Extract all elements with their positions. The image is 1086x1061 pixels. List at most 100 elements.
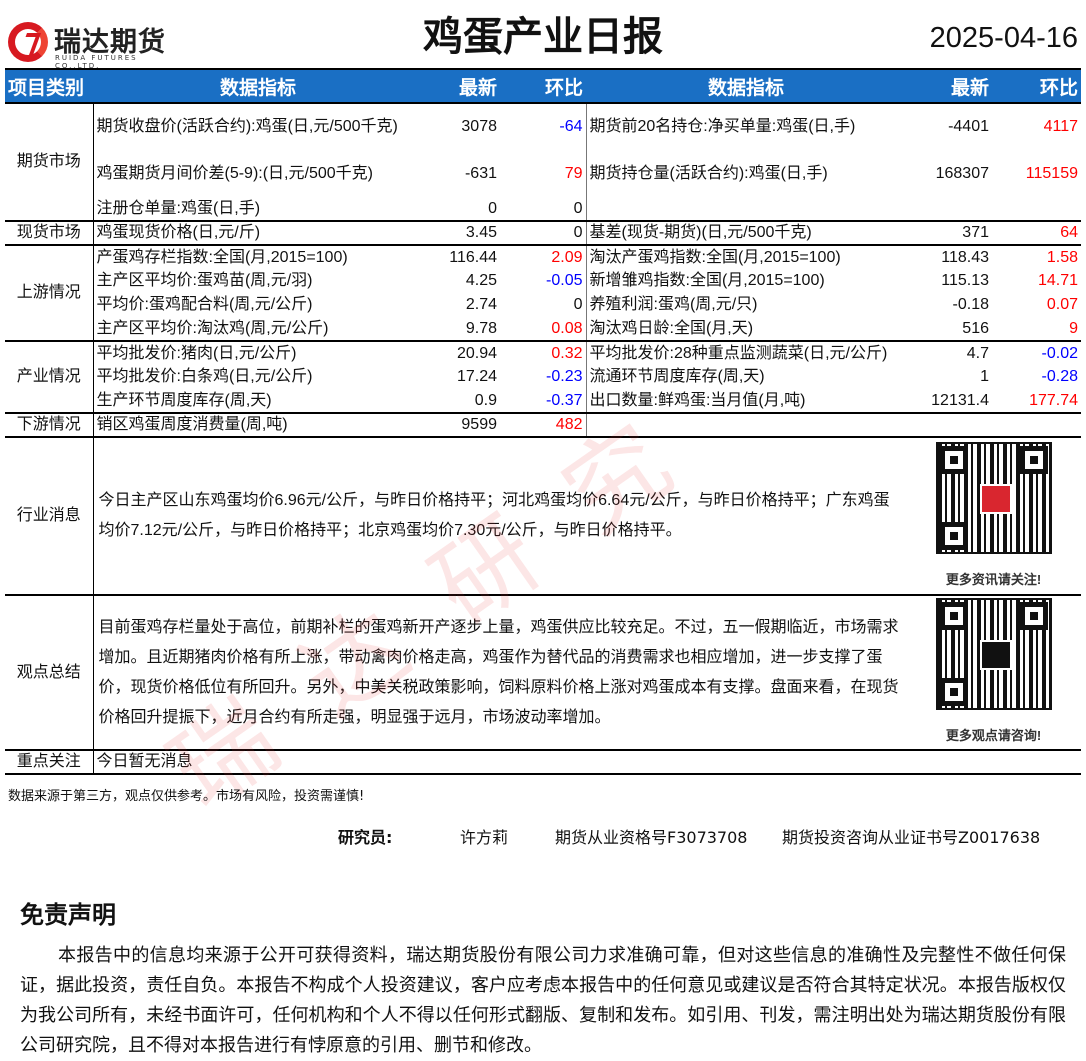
change-value: -0.05 — [500, 269, 587, 293]
indicator-name: 流通环节周度库存(周,天) — [589, 368, 765, 385]
focus-row: 重点关注 今日暂无消息 — [5, 749, 1081, 775]
qr-code-icon — [935, 441, 1052, 554]
news-row: 行业消息 今日主产区山东鸡蛋均价6.96元/公斤，与昨日价格持平；河北鸡蛋均价6… — [5, 436, 1081, 595]
logo-text: 瑞达期货 — [54, 27, 166, 58]
view-qr: 更多观点请咨询! — [906, 594, 1081, 750]
latest-value: 116.44 — [423, 244, 500, 269]
header-category: 项目类别 — [5, 68, 93, 103]
table-row: 生产环节周度库存(周,天) 0.9 -0.37 出口数量:鲜鸡蛋:当月值(月,吨) 12… — [5, 389, 1081, 413]
news-category: 行业消息 — [5, 436, 94, 595]
category-cell: 期货市场 — [5, 102, 94, 221]
category-cell: 下游情况 — [5, 412, 94, 437]
news-qr: 更多资讯请关注! — [906, 436, 1081, 595]
indicator-name: 淘汰鸡日龄:全国(月,天) — [589, 319, 754, 337]
change-value: 14.71 — [1037, 272, 1078, 289]
indicator-name — [586, 412, 906, 437]
category-cell: 上游情况 — [5, 244, 94, 341]
latest-value: 1 — [980, 368, 989, 385]
latest-value — [906, 197, 992, 221]
indicator-name: 注册仓单量:鸡蛋(日,手) — [96, 199, 261, 217]
header-latest-2: 最新 — [906, 68, 992, 103]
indicator-name: 主产区平均价:蛋鸡苗(周,元/羽) — [96, 272, 313, 289]
indicator-name: 期货前20名持仓:净买单量:鸡蛋(日,手) — [586, 102, 906, 150]
indicator-name: 平均批发价:猪肉(日,元/公斤) — [93, 340, 423, 365]
change-value: 0 — [500, 197, 587, 221]
logo-subtext: RUIDA FUTURES CO.,LTD. — [55, 54, 138, 70]
table-row: 期货市场 期货收盘价(活跃合约):鸡蛋(日,元/500千克) 3078 -64 期货前2… — [5, 102, 1081, 221]
latest-value: 3.45 — [423, 220, 500, 245]
change-value: 115159 — [1025, 164, 1078, 182]
indicator-name: 平均批发价:白条鸡(日,元/公斤) — [96, 368, 313, 385]
disclaimer-title: 免责声明 — [20, 901, 116, 929]
change-value: 177.74 — [1029, 391, 1078, 409]
indicator-name: 养殖利润:蛋鸡(周,元/只) — [589, 296, 758, 313]
latest-value: -4401 — [906, 102, 992, 150]
change-value: -0.23 — [500, 365, 587, 389]
table-row: 下游情况 销区鸡蛋周度消费量(周,吨) 9599 482 — [5, 412, 1081, 437]
license-futures: 期货从业资格号F3073708 — [555, 828, 748, 847]
header-indicator-2: 数据指标 — [586, 68, 906, 103]
indicator-name: 基差(现货-期货)(日,元/500千克) — [586, 220, 906, 245]
header-indicator: 数据指标 — [93, 68, 423, 103]
change-value: 4117 — [992, 102, 1081, 150]
latest-value: 0 — [488, 199, 497, 217]
report-date: 2025-04-16 — [929, 22, 1078, 54]
change-value: -0.02 — [992, 340, 1081, 365]
change-value: 482 — [500, 412, 587, 437]
change-value: 0 — [500, 220, 587, 245]
indicator-name: 出口数量:鲜鸡蛋:当月值(月,吨) — [589, 391, 806, 409]
table-row: 主产区平均价:蛋鸡苗(周,元/羽) 4.25 -0.05 新增雏鸡指数:全国(月,20… — [5, 269, 1081, 293]
qr-caption: 更多资讯请关注! — [945, 571, 1042, 587]
footer-note: 数据来源于第三方，观点仅供参考。市场有风险，投资需谨慎! — [8, 789, 365, 804]
latest-value: 4.7 — [906, 340, 992, 365]
indicator-name: 主产区平均价:淘汰鸡(周,元/公斤) — [96, 319, 329, 337]
latest-value: 9599 — [423, 412, 500, 437]
qr-caption: 更多观点请咨询! — [945, 728, 1042, 743]
focus-category: 重点关注 — [5, 749, 94, 775]
latest-value: 2.74 — [465, 296, 497, 313]
header-change-2: 环比 — [992, 68, 1081, 103]
change-value: 9 — [1069, 319, 1078, 337]
latest-value: 115.13 — [941, 272, 989, 289]
table-row: 现货市场 鸡蛋现货价格(日,元/斤) 3.45 0 基差(现货-期货)(日,元/500千… — [5, 220, 1081, 245]
indicator-name: 淘汰产蛋鸡指数:全国(月,2015=100) — [586, 244, 906, 269]
latest-value: -0.18 — [952, 296, 989, 313]
latest-value: 516 — [962, 319, 989, 337]
category-cell: 产业情况 — [5, 340, 94, 413]
license-consulting: 期货投资咨询从业证书号Z0017638 — [782, 828, 1041, 847]
researcher-label: 研究员: — [338, 828, 393, 847]
focus-text: 今日暂无消息 — [93, 749, 1081, 775]
change-value: 79 — [500, 150, 587, 197]
header-change: 环比 — [500, 68, 586, 103]
indicator-name: 平均价:蛋鸡配合料(周,元/公斤) — [96, 296, 313, 313]
change-value: -0.37 — [500, 389, 587, 413]
view-text: 目前蛋鸡存栏量处于高位，前期补栏的蛋鸡新开产逐步上量，鸡蛋供应比较充足。不过，五… — [93, 594, 906, 750]
table-row: 上游情况 产蛋鸡存栏指数:全国(月,2015=100) 116.44 2.09 淘汰产蛋… — [5, 244, 1081, 341]
indicator-name: 平均批发价:28种重点监测蔬菜(日,元/公斤) — [586, 340, 906, 365]
disclaimer-text: 本报告中的信息均来源于公开可获得资料，瑞达期货股份有限公司力求准确可靠，但对这些… — [20, 945, 1066, 1056]
indicator-name: 期货持仓量(活跃合约):鸡蛋(日,手) — [589, 164, 828, 182]
category-cell: 现货市场 — [5, 220, 94, 245]
latest-value: 118.43 — [906, 244, 992, 269]
header-latest: 最新 — [423, 68, 500, 103]
indicator-name: 销区鸡蛋周度消费量(周,吨) — [93, 412, 423, 437]
table-row: 产业情况 平均批发价:猪肉(日,元/公斤) 20.94 0.32 平均批发价:28种重点… — [5, 340, 1081, 413]
wechat-qr-code-icon — [935, 598, 1052, 710]
change-value: 1.58 — [992, 244, 1081, 269]
change-value: 64 — [992, 220, 1081, 245]
latest-value: 17.24 — [456, 368, 497, 385]
table-row: 鸡蛋期货月间价差(5-9):(日,元/500千克) -631 79 期货持仓量(活跃合… — [5, 150, 1081, 197]
latest-value: 9.78 — [465, 319, 497, 337]
latest-value: 12131.4 — [931, 391, 989, 409]
indicator-name: 鸡蛋现货价格(日,元/斤) — [93, 220, 423, 245]
indicator-name — [586, 197, 906, 221]
change-value: 0.32 — [500, 340, 587, 365]
indicator-name: 新增雏鸡指数:全国(月,2015=100) — [589, 272, 825, 289]
latest-value: 371 — [906, 220, 992, 245]
change-value: 2.09 — [500, 244, 587, 269]
change-value: -0.28 — [1041, 368, 1078, 385]
report-title: 鸡蛋产业日报 — [423, 14, 663, 60]
view-row: 观点总结 目前蛋鸡存栏量处于高位，前期补栏的蛋鸡新开产逐步上量，鸡蛋供应比较充足… — [5, 594, 1081, 750]
latest-value — [906, 412, 992, 437]
indicator-name: 鸡蛋期货月间价差(5-9):(日,元/500千克) — [96, 164, 373, 182]
